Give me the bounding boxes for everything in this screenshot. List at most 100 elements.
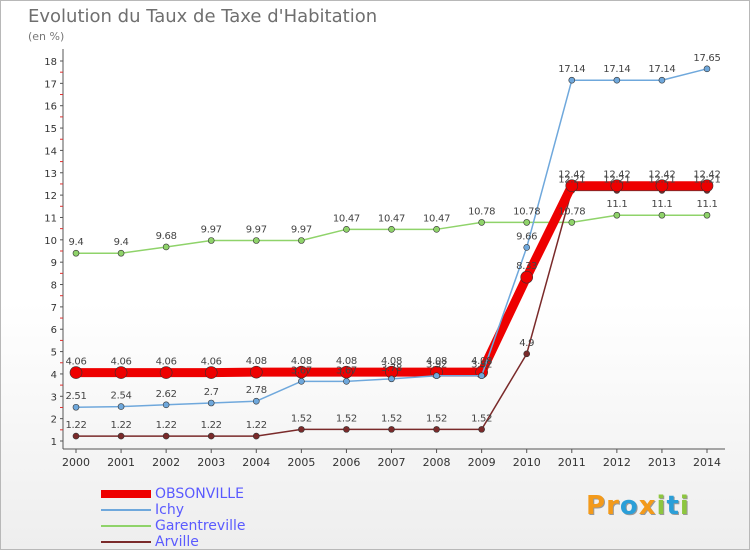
data-point-obsonville: [610, 179, 624, 193]
data-label-obsonville: 8.33: [516, 261, 537, 272]
legend-swatch: [101, 525, 151, 527]
data-label-obsonville: 4.08: [246, 356, 267, 367]
data-point-ichy: [388, 375, 395, 383]
data-point-arville: [478, 426, 485, 433]
x-tick-label: 2009: [468, 456, 496, 469]
x-tick-label: 2008: [423, 456, 451, 469]
data-label-garentreville: 9.4: [68, 237, 83, 248]
logo-letter: t: [666, 491, 680, 521]
data-point-ichy: [162, 401, 170, 409]
data-label-garentreville: 10.78: [513, 206, 540, 217]
data-point-ichy: [523, 244, 531, 251]
data-point-arville: [298, 426, 305, 433]
x-tick-label: 2002: [152, 456, 180, 469]
y-tick-label: 16: [44, 102, 57, 113]
data-point-ichy: [72, 403, 80, 411]
data-point-garentreville: [72, 249, 80, 257]
data-point-arville: [72, 432, 80, 440]
legend-label: OBSONVILLE: [155, 486, 244, 502]
data-label-arville: 12.21: [693, 174, 720, 185]
y-tick-label: 6: [51, 325, 57, 336]
data-point-garentreville: [523, 219, 531, 226]
y-tick-label: 18: [44, 57, 57, 68]
data-label-ichy: 9.66: [516, 231, 537, 242]
data-label-ichy: 3.67: [291, 365, 312, 376]
data-point-garentreville: [388, 226, 395, 233]
data-label-obsonville: 12.42: [558, 170, 585, 181]
data-point-ichy: [117, 403, 125, 410]
data-label-ichy: 17.14: [603, 64, 630, 75]
data-point-obsonville: [114, 366, 128, 379]
data-point-ichy: [298, 378, 305, 385]
x-tick-label: 2012: [603, 456, 631, 469]
data-point-ichy: [343, 378, 350, 385]
data-point-obsonville: [700, 179, 714, 193]
data-point-garentreville: [433, 226, 440, 233]
legend-item-garentreville: Garentreville: [101, 518, 245, 534]
data-label-obsonville: 4.08: [336, 356, 357, 367]
data-label-garentreville: 10.78: [558, 206, 585, 217]
data-point-ichy: [613, 76, 621, 84]
x-tick-label: 2005: [287, 456, 315, 469]
y-tick-label: 17: [44, 79, 57, 90]
x-tick-label: 2013: [648, 456, 676, 469]
data-point-ichy: [207, 399, 215, 407]
data-label-garentreville: 10.47: [333, 213, 360, 224]
data-label-arville: 1.52: [291, 413, 312, 424]
data-label-garentreville: 11.1: [696, 199, 717, 210]
y-tick-label: 15: [44, 124, 57, 135]
x-tick-label: 2006: [332, 456, 360, 469]
data-label-ichy: 2.54: [111, 391, 132, 402]
y-tick-label: 9: [51, 258, 57, 269]
data-point-garentreville: [343, 226, 350, 233]
y-tick-label: 3: [51, 392, 57, 403]
data-point-arville: [162, 432, 170, 440]
data-label-arville: 12.21: [603, 174, 630, 185]
logo-letter: P: [586, 491, 607, 521]
data-point-obsonville: [655, 179, 669, 193]
x-tick-label: 2001: [107, 456, 135, 469]
data-point-ichy: [433, 372, 440, 380]
legend-label: Arville: [155, 534, 199, 550]
y-tick-label: 2: [51, 415, 57, 426]
data-point-garentreville: [117, 249, 125, 257]
data-label-ichy: 3.67: [336, 365, 357, 376]
chart-subtitle: (en %): [28, 30, 65, 43]
data-label-garentreville: 9.97: [246, 224, 267, 235]
data-label-ichy: 2.51: [65, 391, 86, 402]
data-point-obsonville: [159, 366, 173, 379]
data-label-obsonville: 4.08: [471, 356, 492, 367]
data-label-garentreville: 9.97: [201, 224, 222, 235]
y-tick-label: 5: [51, 348, 57, 359]
data-label-obsonville: 12.42: [603, 170, 630, 181]
data-label-garentreville: 10.47: [423, 213, 450, 224]
data-point-arville: [343, 426, 350, 433]
x-tick-label: 2011: [558, 456, 586, 469]
data-label-ichy: 17.65: [693, 53, 720, 64]
data-label-obsonville: 4.08: [426, 356, 447, 367]
data-label-obsonville: 4.06: [111, 357, 132, 368]
data-label-arville: 12.21: [558, 174, 585, 185]
data-point-ichy: [478, 372, 485, 380]
data-label-arville: 12.21: [648, 174, 675, 185]
data-label-arville: 1.22: [156, 420, 177, 431]
y-tick-label: 10: [44, 236, 57, 247]
data-label-ichy: 17.14: [558, 64, 585, 75]
data-label-garentreville: 10.78: [468, 206, 495, 217]
data-label-arville: 1.22: [201, 420, 222, 431]
data-point-arville: [388, 426, 395, 433]
x-tick-label: 2004: [242, 456, 270, 469]
data-point-garentreville: [703, 211, 711, 219]
logo-letter: x: [638, 491, 657, 521]
data-label-obsonville: 4.06: [65, 357, 86, 368]
x-tick-label: 2000: [62, 456, 90, 469]
data-point-garentreville: [613, 211, 621, 219]
data-point-garentreville: [298, 237, 305, 244]
legend: OBSONVILLE Ichy Garentreville Arville: [101, 486, 245, 550]
data-label-garentreville: 9.68: [156, 231, 177, 242]
data-label-arville: 4.9: [519, 338, 534, 349]
data-point-ichy: [568, 76, 576, 84]
data-label-garentreville: 11.1: [651, 199, 672, 210]
data-point-obsonville: [69, 366, 83, 379]
data-point-arville: [523, 350, 531, 358]
